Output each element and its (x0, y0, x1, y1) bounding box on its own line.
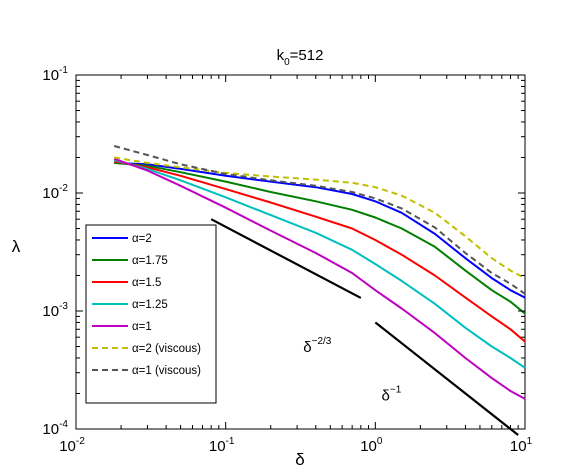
x-tick-label: 100 (360, 436, 383, 455)
legend-label-1-viscous: α=1 (viscous) (132, 365, 201, 377)
y-tick-label: 10-4 (42, 419, 68, 438)
slope-annotation-2: δ−1 (382, 384, 402, 404)
chart-title-subscript: 0 (284, 57, 290, 68)
series-line-1-25 (113, 159, 526, 369)
legend-label-1-5: α=1.5 (132, 277, 161, 289)
series-line-2 (114, 161, 526, 299)
legend-label-1-25: α=1.25 (132, 299, 168, 311)
x-tick-label: 10-2 (59, 436, 85, 455)
series-line-1-5 (114, 160, 526, 343)
axis-ticks: 10-2 10-1 100 101 10-4 10-3 10-2 10-1 (42, 65, 532, 455)
legend-label-1-75: α=1.75 (132, 255, 168, 267)
legend-label-2: α=2 (132, 233, 152, 245)
reference-line-1 (210, 218, 362, 299)
legend-label-1: α=1 (132, 321, 152, 333)
chart-title-suffix: =512 (290, 47, 324, 64)
legend: α=2 α=1.75 α=1.5 α=1.25 α=1 α=2 (viscous) α=1 … (85, 224, 217, 404)
series-lines (113, 145, 526, 400)
x-tick-label: 101 (510, 436, 533, 455)
slope-annotation-1: δ−2/3 (303, 336, 332, 356)
series-line-1-viscous (113, 145, 526, 295)
chart-title-main: k (277, 47, 285, 64)
annotations: δ−2/3 δ−1 (303, 336, 401, 404)
y-tick-label: 10-1 (42, 65, 68, 84)
y-axis-label: λ (12, 237, 21, 256)
legend-label-2-viscous: α=2 (viscous) (132, 343, 201, 355)
reference-lines (210, 218, 519, 436)
series-line-1-75 (114, 161, 526, 315)
legend-box (85, 224, 217, 404)
x-tick-label: 10-1 (209, 436, 235, 455)
series-line-2-viscous (114, 156, 526, 279)
y-tick-label: 10-3 (42, 301, 68, 320)
chart-title: k0=512 (277, 47, 324, 68)
x-axis-label: δ (295, 450, 304, 467)
series-line-1 (113, 157, 526, 400)
reference-line-2 (374, 321, 519, 436)
y-tick-label: 10-2 (42, 183, 68, 202)
